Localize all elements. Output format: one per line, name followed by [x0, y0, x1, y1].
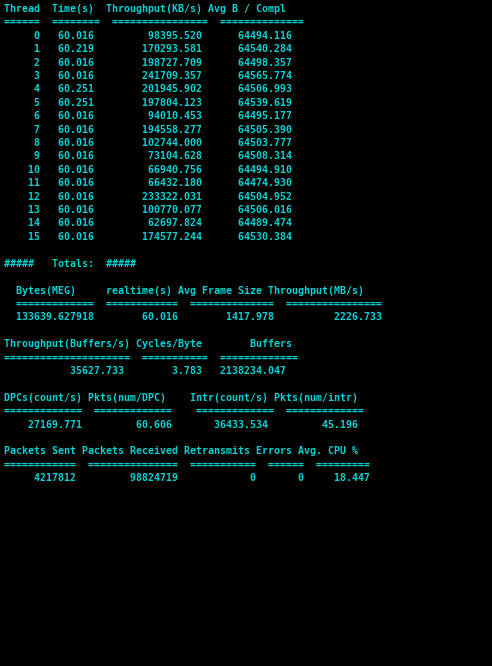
Text: 133639.627918        60.016        1417.978          2226.733: 133639.627918 60.016 1417.978 2226.733: [4, 312, 382, 322]
Text: 2   60.016        198727.709      64498.357: 2 60.016 198727.709 64498.357: [4, 58, 292, 68]
Text: 1   60.219        170293.581      64540.284: 1 60.219 170293.581 64540.284: [4, 44, 292, 54]
Text: ============  ===============  ===========  ======  =========: ============ =============== ===========…: [4, 460, 370, 470]
Text: ======  ========  ================  ==============: ====== ======== ================ =======…: [4, 17, 304, 27]
Text: Bytes(MEG)     realtime(s) Avg Frame Size Throughput(MB/s): Bytes(MEG) realtime(s) Avg Frame Size Th…: [4, 286, 364, 296]
Text: #####   Totals:  #####: ##### Totals: #####: [4, 258, 136, 268]
Text: 4   60.251        201945.902      64506.993: 4 60.251 201945.902 64506.993: [4, 85, 292, 95]
Text: Throughput(Buffers/s) Cycles/Byte        Buffers: Throughput(Buffers/s) Cycles/Byte Buffer…: [4, 339, 292, 349]
Text: 7   60.016        194558.277      64505.390: 7 60.016 194558.277 64505.390: [4, 125, 292, 135]
Text: 0   60.016         98395.520      64494.116: 0 60.016 98395.520 64494.116: [4, 31, 292, 41]
Text: 15   60.016        174577.244      64530.384: 15 60.016 174577.244 64530.384: [4, 232, 292, 242]
Text: 8   60.016        102744.000      64503.777: 8 60.016 102744.000 64503.777: [4, 138, 292, 148]
Text: Thread  Time(s)  Throughput(KB/s) Avg B / Compl: Thread Time(s) Throughput(KB/s) Avg B / …: [4, 4, 286, 14]
Text: 11   60.016         66432.180      64474.930: 11 60.016 66432.180 64474.930: [4, 178, 292, 188]
Text: 10   60.016         66940.756      64494.910: 10 60.016 66940.756 64494.910: [4, 165, 292, 175]
Text: 12   60.016        233322.031      64504.952: 12 60.016 233322.031 64504.952: [4, 192, 292, 202]
Text: 27169.771         60.606       36433.534         45.196: 27169.771 60.606 36433.534 45.196: [4, 420, 358, 430]
Text: 5   60.251        197804.123      64539.619: 5 60.251 197804.123 64539.619: [4, 98, 292, 108]
Text: 9   60.016         73104.628      64508.314: 9 60.016 73104.628 64508.314: [4, 151, 292, 161]
Text: 35627.733        3.783   2138234.047: 35627.733 3.783 2138234.047: [4, 366, 286, 376]
Text: DPCs(count/s) Pkts(num/DPC)    Intr(count/s) Pkts(num/intr): DPCs(count/s) Pkts(num/DPC) Intr(count/s…: [4, 393, 358, 403]
Text: =============  ============  ==============  ================: ============= ============ =============…: [4, 299, 382, 309]
Text: =====================  ===========  =============: ===================== =========== ======…: [4, 352, 298, 362]
Text: 13   60.016        100770.077      64506.016: 13 60.016 100770.077 64506.016: [4, 205, 292, 215]
Text: 6   60.016         94010.453      64495.177: 6 60.016 94010.453 64495.177: [4, 111, 292, 121]
Text: =============  =============    =============  =============: ============= ============= ============…: [4, 406, 364, 416]
Text: Packets Sent Packets Received Retransmits Errors Avg. CPU %: Packets Sent Packets Received Retransmit…: [4, 446, 358, 456]
Text: 4217812         98824719            0       0     18.447: 4217812 98824719 0 0 18.447: [4, 474, 370, 484]
Text: 3   60.016        241709.357      64565.774: 3 60.016 241709.357 64565.774: [4, 71, 292, 81]
Text: 14   60.016         62697.824      64489.474: 14 60.016 62697.824 64489.474: [4, 218, 292, 228]
